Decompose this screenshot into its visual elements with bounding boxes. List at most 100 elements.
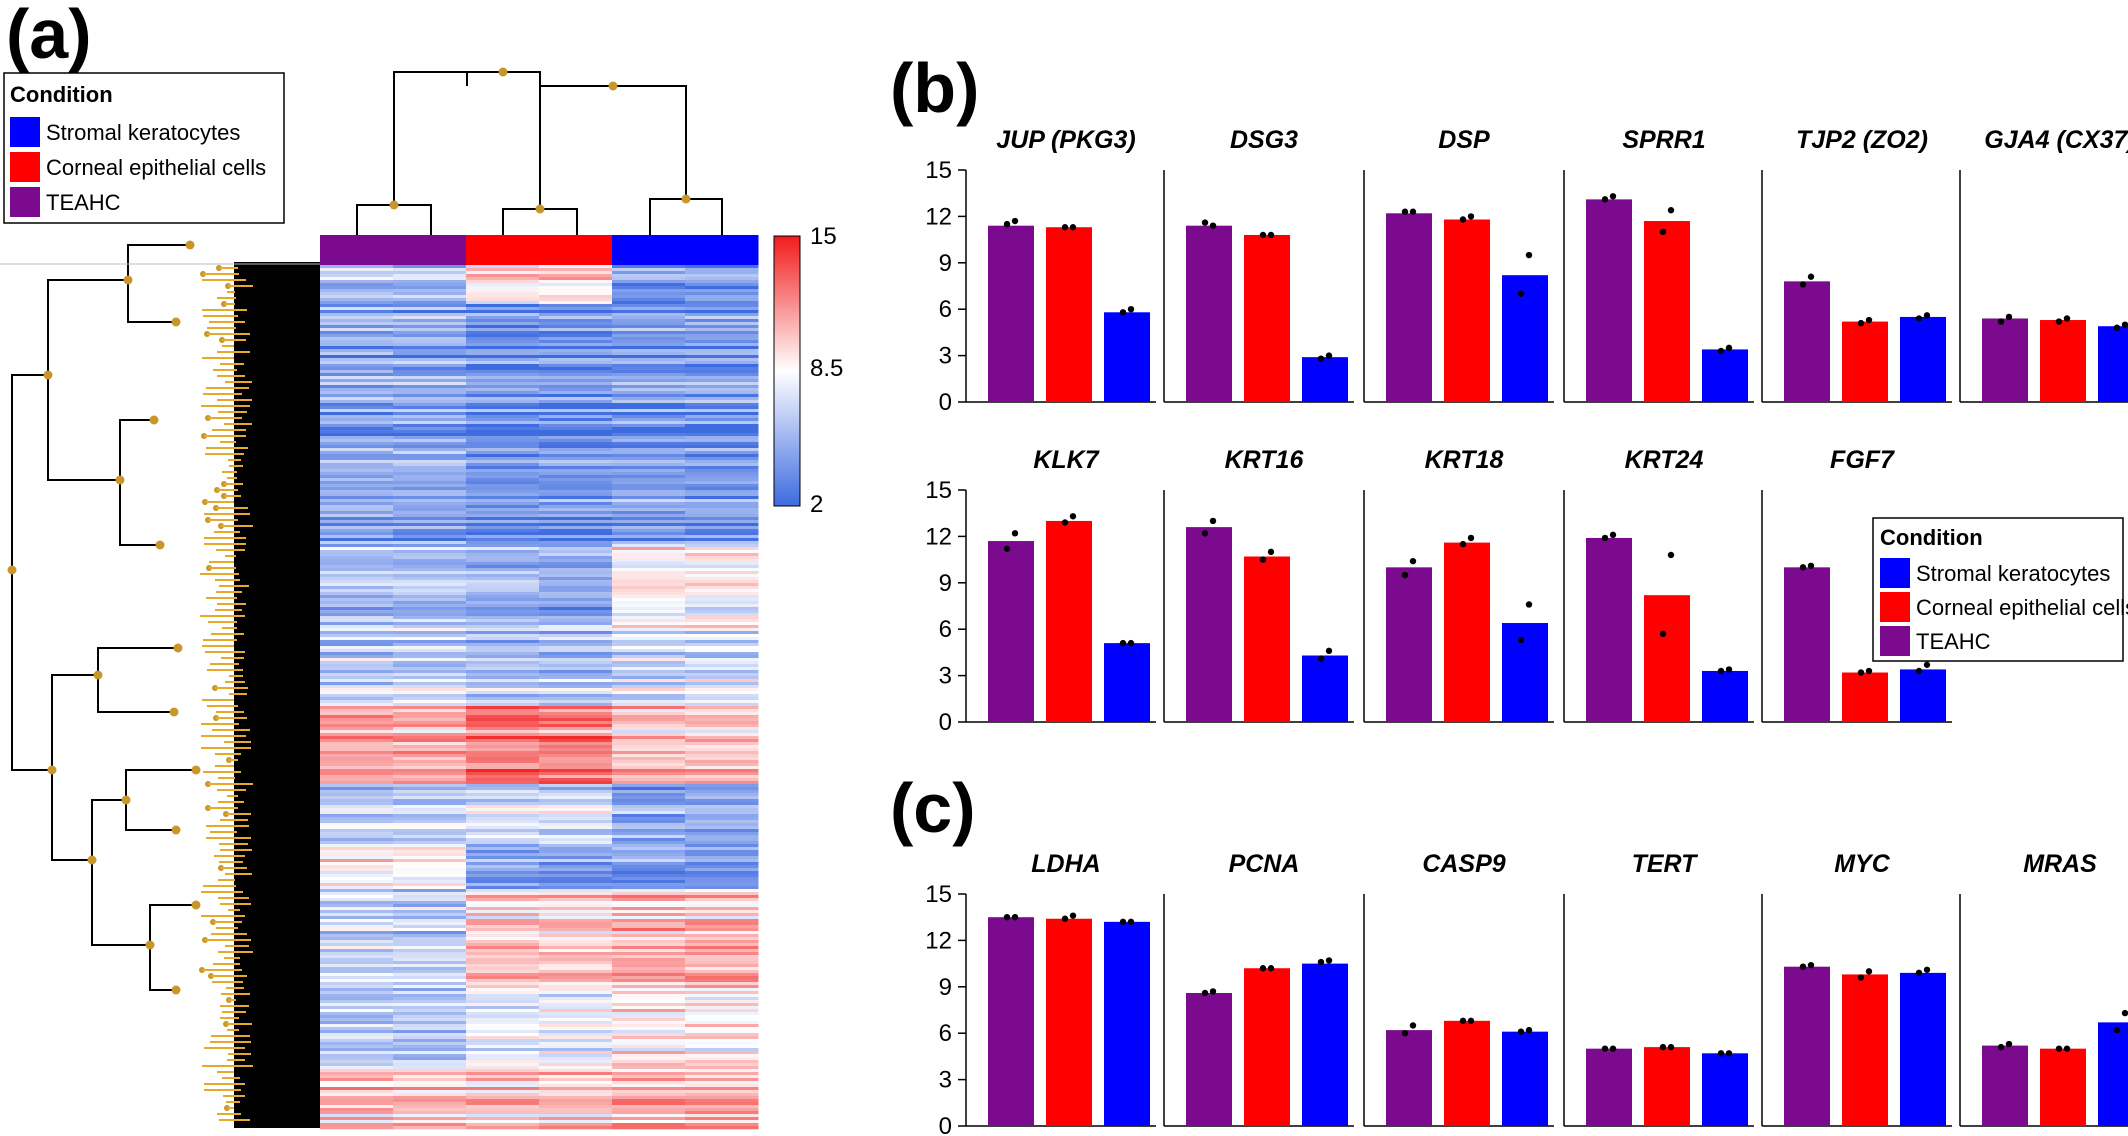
heatmap-cell bbox=[685, 1006, 759, 1010]
heatmap-cell bbox=[612, 898, 686, 902]
heatmap-cell bbox=[539, 487, 613, 491]
heatmap-cell bbox=[539, 1033, 613, 1037]
heatmap-cell bbox=[393, 1081, 467, 1085]
heatmap-cell bbox=[466, 1117, 540, 1121]
y-tick-label: 12 bbox=[925, 203, 952, 230]
heatmap-cell bbox=[539, 982, 613, 986]
heatmap-cell bbox=[685, 925, 759, 929]
heatmap-cell bbox=[612, 280, 686, 284]
heatmap-cell bbox=[685, 937, 759, 941]
heatmap-cell bbox=[320, 748, 394, 752]
heatmap-cell bbox=[466, 751, 540, 755]
bar-chart-myc: MYC bbox=[1761, 850, 1952, 1127]
heatmap-cell bbox=[466, 430, 540, 434]
heatmap-cell bbox=[539, 595, 613, 599]
heatmap-cell bbox=[539, 625, 613, 629]
heatmap-cell bbox=[320, 640, 394, 644]
colorbar-tick-mid: 8.5 bbox=[810, 355, 843, 382]
data-point bbox=[1317, 958, 1325, 966]
heatmap-cell bbox=[466, 928, 540, 932]
heatmap-cell bbox=[466, 817, 540, 821]
heatmap-cell bbox=[612, 418, 686, 422]
gene-title: MRAS bbox=[2023, 850, 2097, 878]
heatmap-cell bbox=[466, 718, 540, 722]
data-point bbox=[1317, 655, 1325, 662]
bar-stromal bbox=[1502, 623, 1548, 722]
heatmap-cell bbox=[612, 682, 686, 686]
heatmap-cell bbox=[466, 610, 540, 614]
dendrogram-node bbox=[123, 275, 133, 285]
heatmap-cell bbox=[612, 301, 686, 305]
heatmap-cell bbox=[393, 937, 467, 941]
heatmap-cell bbox=[612, 1072, 686, 1076]
heatmap-cell bbox=[466, 976, 540, 980]
heatmap-cell bbox=[612, 1051, 686, 1055]
heatmap-cell bbox=[320, 1096, 394, 1100]
heatmap-cell bbox=[539, 862, 613, 866]
heatmap-cell bbox=[612, 457, 686, 461]
heatmap-cell bbox=[466, 577, 540, 581]
column-dendrogram-nodes bbox=[389, 67, 691, 214]
heatmap-cell bbox=[393, 964, 467, 968]
heatmap-cell bbox=[320, 1000, 394, 1004]
heatmap-cell bbox=[539, 910, 613, 914]
heatmap-cell bbox=[685, 379, 759, 383]
heatmap-cell bbox=[393, 562, 467, 566]
heatmap-cell bbox=[320, 583, 394, 587]
heatmap-cell bbox=[466, 892, 540, 896]
heatmap-cell bbox=[320, 988, 394, 992]
heatmap-cell bbox=[320, 511, 394, 515]
heatmap-cell bbox=[466, 1111, 540, 1115]
heatmap-cell bbox=[612, 1087, 686, 1091]
heatmap-cell bbox=[612, 724, 686, 728]
heatmap-cell bbox=[320, 1081, 394, 1085]
heatmap-cell bbox=[685, 568, 759, 572]
heatmap-cell bbox=[612, 916, 686, 920]
heatmap-cell bbox=[539, 340, 613, 344]
heatmap-cell bbox=[466, 472, 540, 476]
heatmap-cell bbox=[685, 787, 759, 791]
heatmap-cell bbox=[539, 853, 613, 857]
heatmap-cell bbox=[393, 328, 467, 332]
heatmap-cell bbox=[685, 1072, 759, 1076]
colorbar-tick-low: 2 bbox=[810, 491, 823, 518]
heatmap-cell bbox=[320, 1009, 394, 1013]
bar-corneal bbox=[1046, 918, 1092, 1126]
heatmap-cell bbox=[685, 1054, 759, 1058]
heatmap-cell bbox=[393, 424, 467, 428]
legend-a-swatch-teahc bbox=[10, 187, 40, 217]
heatmap-cell bbox=[466, 361, 540, 365]
heatmap-cell bbox=[466, 1054, 540, 1058]
heatmap-cell bbox=[612, 889, 686, 893]
heatmap-cell bbox=[466, 754, 540, 758]
heatmap-cell bbox=[612, 688, 686, 692]
heatmap-cell bbox=[320, 892, 394, 896]
heatmap-cell bbox=[685, 841, 759, 845]
heatmap-cell bbox=[466, 805, 540, 809]
heatmap-cell bbox=[466, 310, 540, 314]
heatmap-cell bbox=[320, 634, 394, 638]
heatmap-cell bbox=[393, 481, 467, 485]
heatmap-cell bbox=[539, 793, 613, 797]
heatmap-cell bbox=[685, 784, 759, 788]
heatmap-cell bbox=[466, 952, 540, 956]
bar-teahc bbox=[1982, 1045, 2028, 1126]
heatmap-cell bbox=[320, 922, 394, 926]
data-point bbox=[1667, 1043, 1675, 1051]
heatmap-cell bbox=[685, 472, 759, 476]
heatmap-cell bbox=[393, 757, 467, 761]
heatmap-cell bbox=[466, 496, 540, 500]
heatmap-cell bbox=[320, 970, 394, 974]
heatmap-cell bbox=[320, 1048, 394, 1052]
heatmap-cell bbox=[393, 904, 467, 908]
heatmap-cell bbox=[685, 1090, 759, 1094]
heatmap-cell bbox=[393, 778, 467, 782]
heatmap-cell bbox=[612, 796, 686, 800]
data-point bbox=[1601, 196, 1609, 203]
heatmap-cell bbox=[539, 580, 613, 584]
heatmap-cell bbox=[612, 811, 686, 815]
heatmap-cell bbox=[320, 325, 394, 329]
heatmap-cell bbox=[393, 1105, 467, 1109]
heatmap-cell bbox=[612, 1021, 686, 1025]
heatmap-cell bbox=[612, 925, 686, 929]
